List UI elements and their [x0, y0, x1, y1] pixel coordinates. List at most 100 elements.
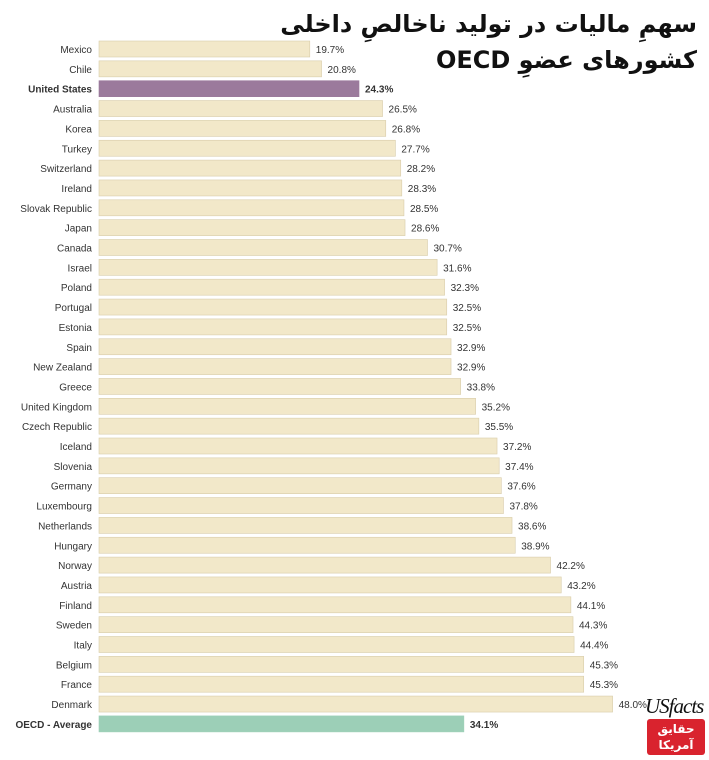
logo-latin-text: USfacts: [645, 694, 704, 718]
bar-switzerland: [98, 159, 402, 177]
category-label-finland: Finland: [59, 601, 92, 612]
category-label-mexico: Mexico: [60, 45, 92, 56]
category-label-korea: Korea: [65, 124, 92, 135]
bar-new-zealand: [98, 358, 452, 375]
logo-red-badge: حقایق آمریکا: [647, 719, 705, 755]
bar-germany: [98, 477, 502, 495]
value-label-denmark: 48.0%: [619, 700, 647, 711]
value-label-france: 45.3%: [590, 680, 618, 691]
category-label-chile: Chile: [69, 65, 92, 76]
value-label-portugal: 32.5%: [453, 303, 481, 314]
category-label-poland: Poland: [61, 283, 92, 294]
category-label-ireland: Ireland: [61, 184, 92, 195]
value-label-slovak-republic: 28.5%: [410, 204, 438, 215]
value-label-japan: 28.6%: [411, 224, 439, 235]
bar-norway: [98, 556, 551, 574]
category-label-iceland: Iceland: [60, 442, 92, 453]
bar-chile: [98, 60, 322, 78]
category-label-canada: Canada: [57, 244, 92, 255]
category-label-germany: Germany: [51, 482, 92, 493]
bar-italy: [98, 636, 575, 653]
value-label-chile: 20.8%: [328, 65, 356, 76]
value-label-spain: 32.9%: [457, 343, 485, 354]
bar-slovak-republic: [98, 199, 405, 217]
value-label-belgium: 45.3%: [590, 660, 618, 671]
category-label-sweden: Sweden: [56, 621, 92, 632]
value-label-korea: 26.8%: [392, 124, 420, 135]
bar-belgium: [98, 656, 585, 673]
category-label-turkey: Turkey: [62, 144, 92, 155]
bar-united-kingdom: [98, 397, 476, 415]
category-label-japan: Japan: [65, 224, 92, 235]
value-label-hungary: 38.9%: [521, 541, 549, 552]
category-label-israel: Israel: [68, 263, 92, 274]
bar-greece: [98, 378, 461, 395]
category-label-oecd-average: OECD - Average: [15, 720, 92, 731]
value-label-united-kingdom: 35.2%: [482, 402, 510, 413]
bar-sweden: [98, 616, 574, 633]
value-label-new-zealand: 32.9%: [457, 363, 485, 374]
category-label-estonia: Estonia: [59, 323, 93, 334]
bar-iceland: [98, 437, 498, 455]
bar-denmark: [98, 695, 613, 713]
category-label-spain: Spain: [66, 343, 92, 354]
category-label-denmark: Denmark: [51, 700, 93, 711]
value-label-iceland: 37.2%: [503, 442, 531, 453]
bar-australia: [98, 100, 383, 117]
category-label-norway: Norway: [58, 561, 92, 572]
value-label-estonia: 32.5%: [453, 323, 481, 334]
bar-japan: [98, 219, 406, 236]
bar-oecd-average: [98, 715, 465, 733]
category-label-netherlands: Netherlands: [38, 521, 92, 532]
bar-united-states: [98, 80, 360, 97]
value-label-switzerland: 28.2%: [407, 164, 435, 175]
value-label-czech-republic: 35.5%: [485, 422, 513, 433]
category-label-switzerland: Switzerland: [40, 164, 92, 175]
bar-portugal: [98, 298, 448, 316]
bar-slovenia: [98, 457, 500, 475]
category-label-luxembourg: Luxembourg: [36, 502, 92, 513]
value-label-australia: 26.5%: [389, 105, 417, 116]
value-label-slovenia: 37.4%: [505, 462, 533, 473]
bar-hungary: [98, 536, 516, 554]
category-label-austria: Austria: [61, 581, 93, 592]
category-label-italy: Italy: [74, 641, 92, 652]
bar-israel: [98, 259, 438, 276]
category-label-belgium: Belgium: [56, 660, 92, 671]
category-label-portugal: Portugal: [55, 303, 92, 314]
bar-spain: [98, 338, 452, 356]
value-label-turkey: 27.7%: [401, 144, 429, 155]
value-label-luxembourg: 37.8%: [509, 502, 537, 513]
value-label-greece: 33.8%: [467, 382, 495, 393]
chart-title-line-2: کشورهای عضوِ OECD: [435, 46, 697, 74]
value-label-mexico: 19.7%: [316, 45, 344, 56]
category-label-czech-republic: Czech Republic: [22, 422, 92, 433]
value-label-austria: 43.2%: [567, 581, 595, 592]
category-label-france: France: [61, 680, 93, 691]
category-label-slovenia: Slovenia: [54, 462, 93, 473]
category-label-united-kingdom: United Kingdom: [21, 402, 92, 413]
value-label-poland: 32.3%: [451, 283, 479, 294]
value-label-ireland: 28.3%: [408, 184, 436, 195]
usfacts-logo: USfacts حقایق آمریکا: [645, 695, 707, 757]
category-label-hungary: Hungary: [54, 541, 92, 552]
bar-luxembourg: [98, 497, 504, 514]
bar-mexico: [98, 40, 311, 58]
bar-netherlands: [98, 517, 513, 534]
value-label-netherlands: 38.6%: [518, 521, 546, 532]
logo-persian-line-2: آمریکا: [658, 738, 694, 752]
value-label-italy: 44.4%: [580, 641, 608, 652]
category-label-australia: Australia: [53, 105, 92, 116]
value-label-canada: 30.7%: [433, 244, 461, 255]
value-label-united-states: 24.3%: [365, 85, 393, 96]
bar-france: [98, 675, 585, 693]
value-label-norway: 42.2%: [557, 561, 585, 572]
bar-turkey: [98, 139, 396, 157]
bar-finland: [98, 596, 572, 614]
category-label-new-zealand: New Zealand: [33, 363, 92, 374]
value-label-oecd-average: 34.1%: [470, 720, 498, 731]
value-label-finland: 44.1%: [577, 601, 605, 612]
logo-persian-line-1: حقایق: [657, 722, 695, 736]
category-label-united-states: United States: [28, 85, 92, 96]
bar-poland: [98, 278, 445, 296]
